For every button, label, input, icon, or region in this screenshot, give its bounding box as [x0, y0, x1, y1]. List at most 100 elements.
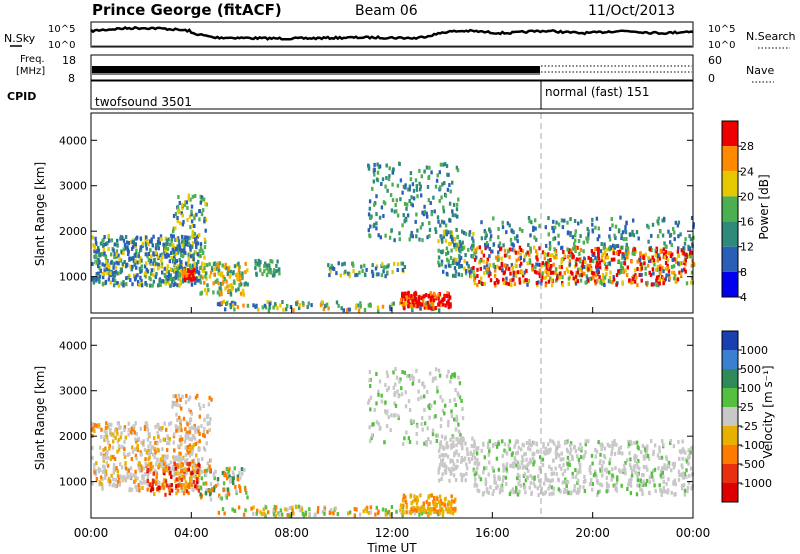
- velocity-pixel: [143, 480, 146, 485]
- power-pixel: [372, 179, 375, 184]
- power-pixel: [94, 253, 97, 258]
- velocity-pixel: [487, 490, 490, 495]
- velocity-pixel: [421, 507, 424, 512]
- velocity-pixel: [184, 439, 187, 444]
- power-pixel: [437, 296, 440, 301]
- velocity-pixel: [423, 421, 427, 426]
- power-pixel: [644, 266, 647, 271]
- velocity-pixel: [658, 483, 661, 488]
- velocity-pixel: [584, 442, 587, 447]
- velocity-pixel: [487, 472, 490, 477]
- power-pixel: [537, 280, 540, 285]
- velocity-pixel: [566, 480, 570, 485]
- power-data-layer: [91, 161, 696, 313]
- power-pixel: [428, 227, 432, 232]
- velocity-pixel: [191, 449, 194, 454]
- velocity-pixel: [511, 461, 515, 466]
- power-pixel: [363, 263, 366, 268]
- velocity-pixel: [181, 437, 184, 442]
- power-pixel: [485, 267, 488, 272]
- velocity-pixel: [227, 469, 230, 474]
- power-pixel: [328, 273, 331, 278]
- velocity-pixel: [416, 495, 419, 500]
- velocity-pixel: [434, 414, 437, 419]
- velocity-pixel: [648, 475, 652, 480]
- power-pixel: [658, 266, 662, 271]
- power-pixel: [591, 222, 594, 227]
- power-pixel: [93, 249, 96, 254]
- power-pixel: [437, 219, 440, 224]
- power-pixel: [462, 230, 466, 235]
- power-pixel: [104, 255, 108, 260]
- power-pixel: [199, 194, 202, 199]
- velocity-pixel: [156, 457, 159, 462]
- velocity-pixel: [145, 450, 149, 455]
- power-pixel: [526, 250, 529, 255]
- velocity-pixel: [686, 489, 689, 494]
- velocity-pixel: [673, 492, 677, 497]
- power-pixel: [636, 283, 639, 288]
- power-pixel: [439, 162, 443, 167]
- velocity-colorbar-swatch: [722, 426, 738, 445]
- power-pixel: [521, 228, 524, 233]
- velocity-pixel: [441, 398, 444, 403]
- velocity-pixel: [488, 439, 491, 444]
- power-pixel: [673, 237, 676, 242]
- power-pixel: [674, 220, 677, 225]
- power-pixel: [535, 249, 538, 254]
- power-pixel: [682, 246, 685, 251]
- power-pixel: [534, 265, 537, 270]
- power-pixel: [515, 270, 518, 275]
- power-pixel: [597, 254, 600, 259]
- power-pixel: [166, 252, 169, 257]
- power-pixel: [161, 279, 165, 284]
- velocity-pixel: [197, 457, 200, 462]
- power-pixel: [103, 263, 106, 268]
- velocity-pixel: [456, 458, 459, 463]
- velocity-pixel: [97, 423, 101, 427]
- power-pixel: [523, 254, 526, 259]
- velocity-pixel: [612, 483, 615, 488]
- velocity-pixel: [146, 467, 149, 472]
- power-pixel: [442, 209, 446, 214]
- power-pixel: [502, 281, 506, 286]
- velocity-pixel: [666, 490, 669, 495]
- power-pixel: [581, 264, 584, 268]
- power-pixel: [179, 268, 182, 273]
- velocity-pixel: [140, 440, 143, 445]
- power-pixel: [215, 266, 218, 271]
- power-pixel: [625, 273, 629, 278]
- power-pixel: [396, 183, 400, 188]
- velocity-pixel: [421, 416, 424, 421]
- velocity-pixel: [156, 447, 159, 452]
- velocity-pixel: [245, 490, 248, 495]
- velocity-pixel: [523, 452, 526, 457]
- velocity-pixel: [596, 492, 599, 497]
- power-pixel: [125, 282, 128, 287]
- velocity-pixel: [171, 400, 174, 405]
- power-pixel: [655, 276, 659, 281]
- power-pixel: [451, 180, 454, 185]
- velocity-pixel: [621, 468, 625, 473]
- velocity-pixel: [100, 427, 103, 432]
- velocity-pixel: [401, 370, 404, 374]
- power-pixel: [547, 270, 550, 275]
- power-pixel: [584, 260, 587, 265]
- power-pixel: [239, 291, 243, 296]
- velocity-pixel: [239, 475, 242, 480]
- power-pixel: [651, 222, 655, 227]
- power-pixel: [572, 246, 575, 251]
- velocity-pixel: [483, 466, 486, 471]
- velocity-pixel: [393, 391, 397, 395]
- velocity-pixel: [152, 452, 155, 457]
- power-pixel: [480, 236, 484, 241]
- power-pixel: [421, 238, 424, 243]
- power-pixel: [387, 177, 391, 182]
- velocity-pixel: [478, 474, 481, 479]
- power-pixel: [461, 240, 464, 245]
- velocity-pixel: [224, 487, 227, 492]
- velocity-pixel: [549, 438, 552, 443]
- power-pixel: [531, 267, 534, 272]
- velocity-pixel: [157, 434, 160, 439]
- velocity-pixel: [599, 468, 602, 473]
